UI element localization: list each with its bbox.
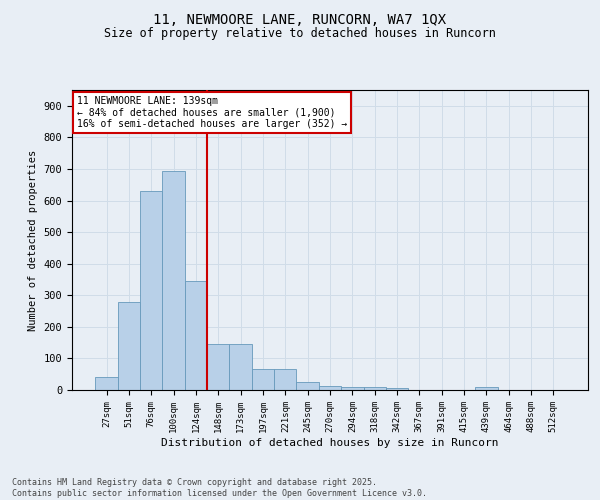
Bar [207,344,229,390]
Text: Contains HM Land Registry data © Crown copyright and database right 2025.
Contai: Contains HM Land Registry data © Crown c… [12,478,427,498]
Bar [185,281,207,390]
Text: 11 NEWMOORE LANE: 139sqm
← 84% of detached houses are smaller (1,900)
16% of sem: 11 NEWMOORE LANE: 139sqm ← 84% of detach… [77,96,347,129]
Bar [118,302,140,390]
Bar [319,386,341,390]
Text: 11, NEWMOORE LANE, RUNCORN, WA7 1QX: 11, NEWMOORE LANE, RUNCORN, WA7 1QX [154,12,446,26]
Bar [296,382,319,390]
Bar [163,170,185,390]
X-axis label: Distribution of detached houses by size in Runcorn: Distribution of detached houses by size … [161,438,499,448]
Bar [252,370,274,390]
Text: Size of property relative to detached houses in Runcorn: Size of property relative to detached ho… [104,28,496,40]
Bar [140,191,163,390]
Bar [386,388,408,390]
Bar [95,378,118,390]
Y-axis label: Number of detached properties: Number of detached properties [28,150,38,330]
Bar [364,387,386,390]
Bar [274,370,296,390]
Bar [229,344,252,390]
Bar [341,387,364,390]
Bar [475,388,497,390]
